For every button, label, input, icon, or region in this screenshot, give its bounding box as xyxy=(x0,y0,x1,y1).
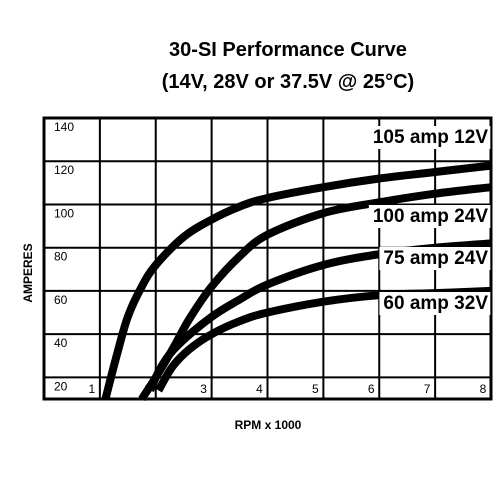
x-tick-label: 5 xyxy=(312,382,319,396)
series-label: 60 amp 32V xyxy=(383,293,488,314)
series-label-bg xyxy=(379,292,491,315)
y-tick-label: 140 xyxy=(54,120,74,134)
x-tick-label: 3 xyxy=(200,382,207,396)
series-label-bg xyxy=(368,126,491,149)
chart-subtitle: (14V, 28V or 37.5V @ 25°C) xyxy=(162,71,414,93)
x-tick-label: 1 xyxy=(89,382,96,396)
y-tick-label: 100 xyxy=(54,206,74,220)
series-label: 75 amp 24V xyxy=(383,248,488,269)
y-tick-label: 60 xyxy=(54,293,68,307)
x-tick-label: 4 xyxy=(256,382,263,396)
series-lines xyxy=(101,161,492,402)
x-axis-label: RPM x 1000 xyxy=(235,418,302,432)
y-tick-label: 40 xyxy=(54,336,68,350)
y-tick-label: 20 xyxy=(54,379,68,393)
series-label: 105 amp 12V xyxy=(373,127,488,148)
series-label-bg xyxy=(379,247,491,270)
series-line xyxy=(101,161,492,400)
x-tick-label: 7 xyxy=(424,382,431,396)
series-labels: 105 amp 12V 100 amp 24V 75 amp 24V 60 amp 3… xyxy=(368,126,491,315)
y-axis-label: AMPERES xyxy=(21,243,35,302)
series-label-bg xyxy=(368,205,491,228)
series-label: 100 amp 24V xyxy=(373,206,488,227)
x-tick-label: 6 xyxy=(368,382,375,396)
y-tick-label: 80 xyxy=(54,250,68,264)
y-tick-label: 120 xyxy=(54,163,74,177)
x-tick-label: 8 xyxy=(480,382,487,396)
chart-title: 30-SI Performance Curve xyxy=(169,39,407,61)
